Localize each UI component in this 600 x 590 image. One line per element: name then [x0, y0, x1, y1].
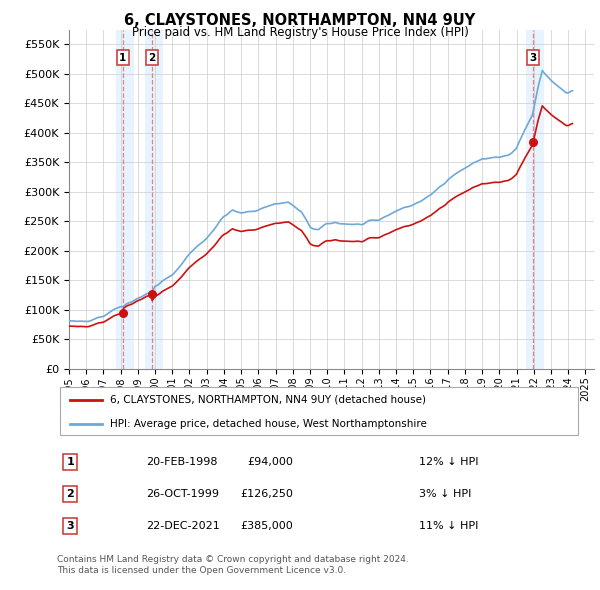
FancyBboxPatch shape	[59, 388, 578, 435]
Text: £94,000: £94,000	[247, 457, 293, 467]
Text: 2: 2	[148, 53, 155, 63]
Bar	[526, 30, 544, 369]
Text: 6, CLAYSTONES, NORTHAMPTON, NN4 9UY: 6, CLAYSTONES, NORTHAMPTON, NN4 9UY	[124, 13, 476, 28]
Text: 3% ↓ HPI: 3% ↓ HPI	[419, 489, 472, 499]
Bar	[145, 30, 163, 369]
Text: This data is licensed under the Open Government Licence v3.0.: This data is licensed under the Open Gov…	[57, 566, 346, 575]
Text: 12% ↓ HPI: 12% ↓ HPI	[419, 457, 479, 467]
Text: 20-FEB-1998: 20-FEB-1998	[146, 457, 218, 467]
Text: 3: 3	[67, 521, 74, 531]
Text: 3: 3	[530, 53, 537, 63]
Text: 26-OCT-1999: 26-OCT-1999	[146, 489, 219, 499]
Text: £385,000: £385,000	[241, 521, 293, 531]
Text: 2: 2	[66, 489, 74, 499]
Text: 6, CLAYSTONES, NORTHAMPTON, NN4 9UY (detached house): 6, CLAYSTONES, NORTHAMPTON, NN4 9UY (det…	[110, 395, 425, 405]
Text: Contains HM Land Registry data © Crown copyright and database right 2024.: Contains HM Land Registry data © Crown c…	[57, 555, 409, 563]
Text: HPI: Average price, detached house, West Northamptonshire: HPI: Average price, detached house, West…	[110, 419, 427, 429]
Text: Price paid vs. HM Land Registry's House Price Index (HPI): Price paid vs. HM Land Registry's House …	[131, 26, 469, 39]
Bar	[116, 30, 134, 369]
Text: 11% ↓ HPI: 11% ↓ HPI	[419, 521, 479, 531]
Text: 1: 1	[119, 53, 127, 63]
Text: 22-DEC-2021: 22-DEC-2021	[146, 521, 220, 531]
Text: 1: 1	[66, 457, 74, 467]
Text: £126,250: £126,250	[241, 489, 293, 499]
